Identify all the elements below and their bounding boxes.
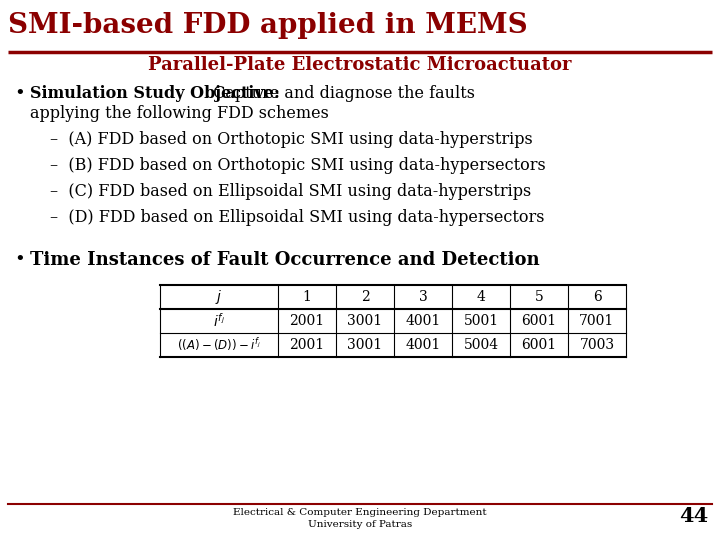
Text: $((A)-(D))-i^{f_j}$: $((A)-(D))-i^{f_j}$: [177, 336, 261, 354]
Text: •: •: [14, 85, 24, 103]
Text: 44: 44: [679, 506, 708, 526]
Text: 4001: 4001: [405, 314, 441, 328]
Text: –  (A) FDD based on Orthotopic SMI using data-hyperstrips: – (A) FDD based on Orthotopic SMI using …: [50, 131, 533, 148]
Text: 3001: 3001: [348, 338, 382, 352]
Text: 5004: 5004: [464, 338, 498, 352]
Text: –  (D) FDD based on Ellipsoidal SMI using data-hypersectors: – (D) FDD based on Ellipsoidal SMI using…: [50, 209, 544, 226]
Text: 5001: 5001: [464, 314, 498, 328]
Text: 1: 1: [302, 290, 312, 304]
Text: •: •: [14, 251, 24, 269]
Text: SMI-based FDD applied in MEMS: SMI-based FDD applied in MEMS: [8, 12, 528, 39]
Text: 6001: 6001: [521, 338, 557, 352]
Text: 2: 2: [361, 290, 369, 304]
Text: $i^{f_j}$: $i^{f_j}$: [213, 312, 225, 330]
Text: University of Patras: University of Patras: [308, 520, 412, 529]
Text: –  (C) FDD based on Ellipsoidal SMI using data-hyperstrips: – (C) FDD based on Ellipsoidal SMI using…: [50, 183, 531, 200]
Text: 2001: 2001: [289, 314, 325, 328]
Text: 3001: 3001: [348, 314, 382, 328]
Text: Capture and diagnose the faults: Capture and diagnose the faults: [208, 85, 475, 102]
Text: Electrical & Computer Engineering Department: Electrical & Computer Engineering Depart…: [233, 508, 487, 517]
Text: applying the following FDD schemes: applying the following FDD schemes: [30, 105, 329, 122]
Text: 2001: 2001: [289, 338, 325, 352]
Text: 7003: 7003: [580, 338, 615, 352]
Text: Simulation Study Objective:: Simulation Study Objective:: [30, 85, 280, 102]
Text: 3: 3: [418, 290, 428, 304]
Text: 6001: 6001: [521, 314, 557, 328]
Text: $j$: $j$: [215, 288, 222, 306]
Text: 4001: 4001: [405, 338, 441, 352]
Text: –  (B) FDD based on Orthotopic SMI using data-hypersectors: – (B) FDD based on Orthotopic SMI using …: [50, 157, 546, 174]
Text: 7001: 7001: [580, 314, 615, 328]
Text: 4: 4: [477, 290, 485, 304]
Text: Parallel-Plate Electrostatic Microactuator: Parallel-Plate Electrostatic Microactuat…: [148, 56, 572, 74]
Text: 6: 6: [593, 290, 601, 304]
Text: 5: 5: [535, 290, 544, 304]
Text: Time Instances of Fault Occurrence and Detection: Time Instances of Fault Occurrence and D…: [30, 251, 539, 269]
